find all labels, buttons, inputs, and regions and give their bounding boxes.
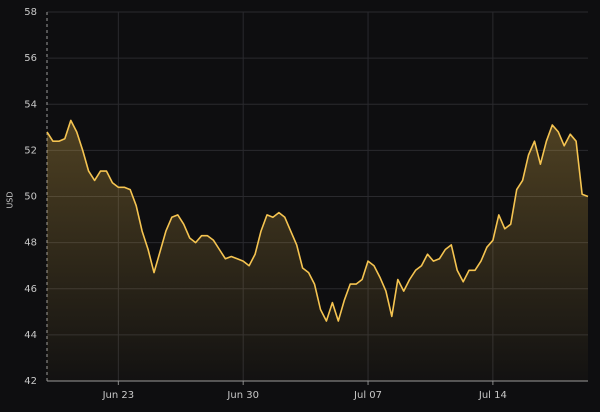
y-tick-label: 46 [24, 284, 37, 295]
area [47, 120, 588, 382]
y-tick-label: 48 [24, 238, 37, 249]
line [46, 119, 589, 322]
y-tick-label: 54 [24, 99, 37, 110]
x-tick-label: Jun 30 [226, 390, 259, 401]
y-tick-label: 56 [24, 53, 37, 64]
x-tick-label: Jun 23 [102, 390, 135, 401]
y-tick-label: 42 [24, 376, 37, 387]
y-tick-label: 58 [24, 7, 37, 18]
y-tick-label: 50 [24, 192, 37, 203]
y-tick-label: 44 [24, 330, 37, 341]
y-tick-label: 52 [24, 145, 37, 156]
x-tick-label: Jul 14 [478, 390, 507, 401]
y-axis-label: USD [6, 191, 15, 208]
x-tick-label: Jul 07 [353, 390, 382, 401]
